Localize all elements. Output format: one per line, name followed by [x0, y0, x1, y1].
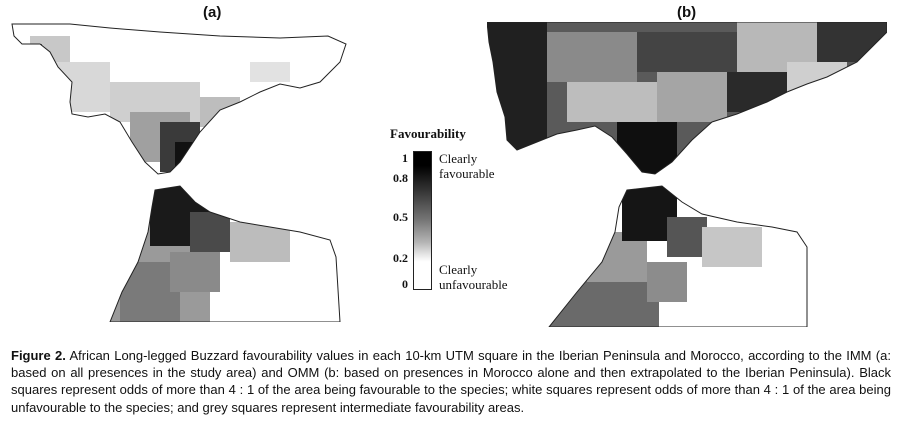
caption-text: African Long-legged Buzzard favourabilit…: [11, 348, 891, 415]
legend-bottom-label-1: Clearly: [439, 262, 478, 277]
favourability-map-b: [487, 22, 887, 327]
panel-b-label: (b): [677, 4, 697, 21]
legend-tick-0: 0: [402, 277, 408, 291]
figure-caption: Figure 2. African Long-legged Buzzard fa…: [11, 347, 891, 416]
legend-title: Favourability: [390, 126, 466, 141]
legend-tick-0-5: 0.5: [393, 210, 408, 224]
figure-2: (a) (b): [11, 4, 887, 327]
legend-bottom-label-2: unfavourable: [439, 277, 508, 292]
legend-color-scale: [413, 151, 432, 290]
caption-label: Figure 2.: [11, 348, 66, 363]
legend-tick-0-8: 0.8: [393, 171, 408, 185]
legend-top-label-2: favourable: [439, 166, 495, 181]
legend-top-label-1: Clearly: [439, 151, 478, 166]
panel-a-label: (a): [203, 4, 222, 21]
legend-tick-0-2: 0.2: [393, 251, 408, 265]
favourability-legend: Favourability 1 0.8 0.5 0.2 0 Clearly fa…: [386, 124, 536, 294]
legend-tick-1: 1: [402, 151, 408, 165]
favourability-map-a: [11, 23, 347, 322]
